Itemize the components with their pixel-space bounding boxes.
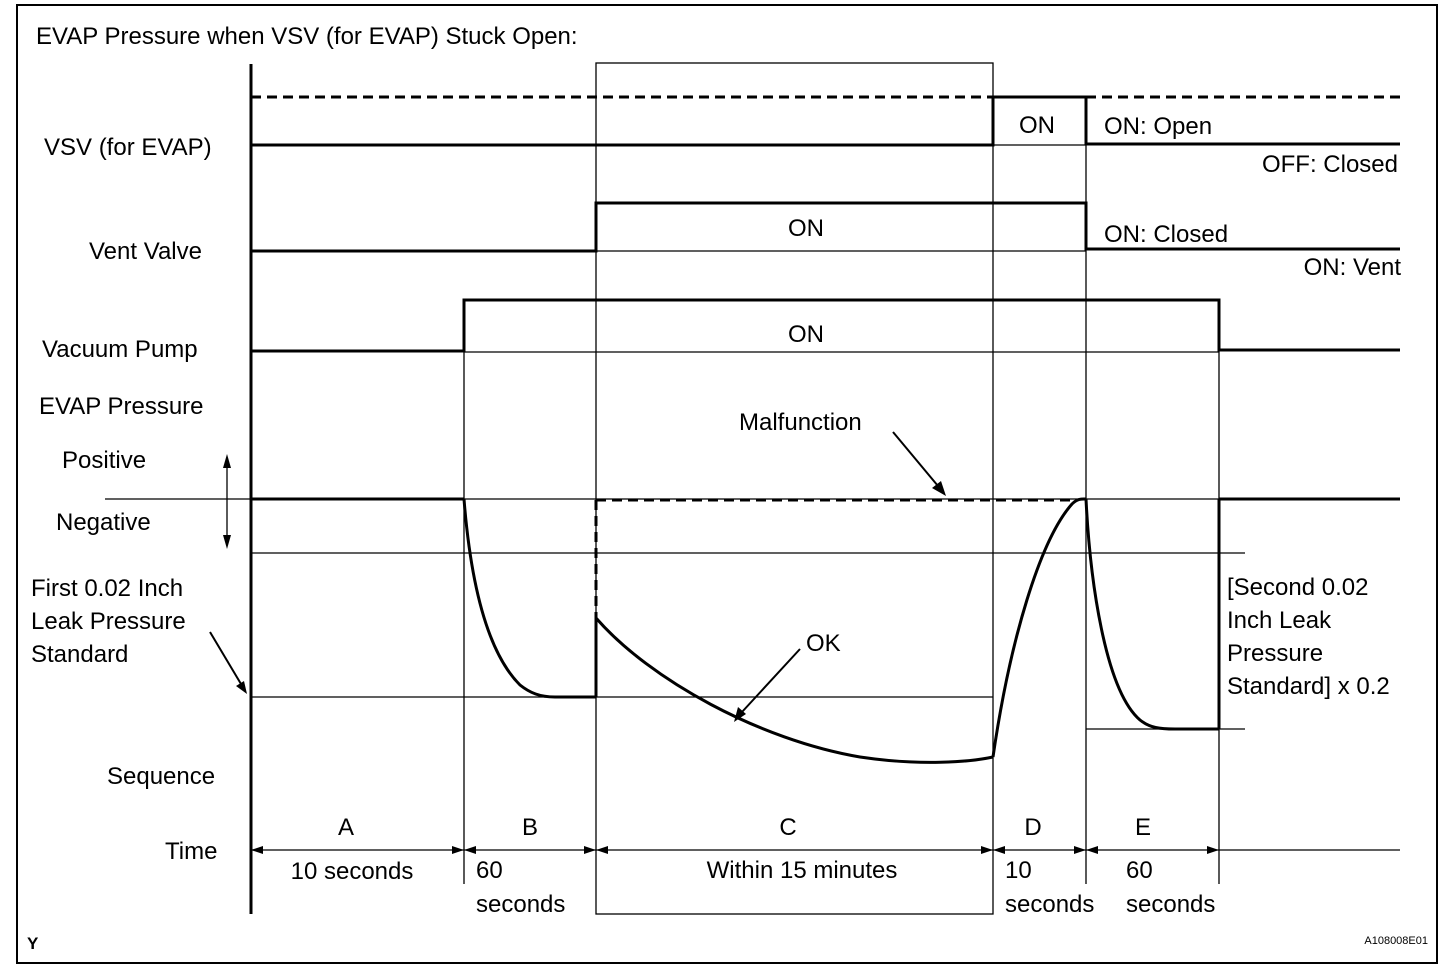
vacuum-pump-on-label: ON bbox=[788, 321, 824, 348]
vacuum-pump-signal bbox=[251, 298, 1400, 353]
pressure-direction-arrow bbox=[223, 454, 231, 549]
malfunction-label: Malfunction bbox=[739, 409, 862, 436]
duration-a: 10 seconds bbox=[291, 858, 414, 885]
vsv-trace bbox=[251, 95, 1400, 147]
evap-pressure-trace bbox=[251, 497, 1400, 764]
duration-d-line1: 10 bbox=[1005, 857, 1032, 884]
vent-valve-row-label: Vent Valve bbox=[89, 238, 202, 265]
sequence-d-label: D bbox=[1024, 814, 1041, 841]
vsv-off-closed-label: OFF: Closed bbox=[1262, 151, 1398, 178]
vent-valve-trace bbox=[251, 201, 1400, 253]
sequence-b-label: B bbox=[522, 814, 538, 841]
sequence-row-label: Sequence bbox=[107, 763, 215, 790]
first-standard-label-2: Leak Pressure bbox=[31, 608, 186, 635]
diagram-title: EVAP Pressure when VSV (for EVAP) Stuck … bbox=[36, 23, 578, 50]
vent-valve-signal bbox=[251, 201, 1400, 253]
ok-pointer bbox=[734, 648, 801, 722]
vent-on-closed-label: ON: Closed bbox=[1104, 221, 1228, 248]
second-standard-label-1: [Second 0.02 bbox=[1227, 574, 1368, 601]
interval-arrows bbox=[251, 846, 1219, 854]
vent-on-vent-label: ON: Vent bbox=[1304, 254, 1402, 281]
duration-d-line2: seconds bbox=[1005, 891, 1094, 918]
positive-label: Positive bbox=[62, 447, 146, 474]
vacuum-pump-row-label: Vacuum Pump bbox=[42, 336, 198, 363]
sequence-c-label: C bbox=[779, 814, 796, 841]
vsv-on-open-label: ON: Open bbox=[1104, 113, 1212, 140]
time-row-label: Time bbox=[165, 838, 217, 865]
negative-label: Negative bbox=[56, 509, 151, 536]
second-standard-label-3: Pressure bbox=[1227, 640, 1323, 667]
evap-pressure-row-label: EVAP Pressure bbox=[39, 393, 204, 420]
duration-e-line1: 60 bbox=[1126, 857, 1153, 884]
ok-label: OK bbox=[806, 630, 841, 657]
duration-b-line2: seconds bbox=[476, 891, 565, 918]
phase-c-box bbox=[595, 62, 994, 915]
second-standard-label-4: Standard] x 0.2 bbox=[1227, 673, 1390, 700]
duration-c: Within 15 minutes bbox=[707, 857, 898, 884]
first-standard-pointer bbox=[209, 631, 247, 694]
corner-mark: Y bbox=[27, 934, 39, 953]
sequence-e-label: E bbox=[1135, 814, 1151, 841]
vent-valve-on-label: ON bbox=[788, 215, 824, 242]
vsv-on-label: ON bbox=[1019, 112, 1055, 139]
duration-b-line1: 60 bbox=[476, 857, 503, 884]
first-standard-label-3: Standard bbox=[31, 641, 128, 668]
first-standard-label-1: First 0.02 Inch bbox=[31, 575, 183, 602]
vsv-row-label: VSV (for EVAP) bbox=[44, 134, 212, 161]
ok-curve bbox=[594, 617, 994, 764]
second-standard-label-2: Inch Leak bbox=[1227, 607, 1332, 634]
vsv-signal bbox=[251, 95, 1400, 147]
sequence-a-label: A bbox=[338, 814, 354, 841]
figure-frame bbox=[16, 4, 1438, 964]
duration-e-line2: seconds bbox=[1126, 891, 1215, 918]
malfunction-pointer bbox=[892, 431, 946, 496]
figure-code: A108008E01 bbox=[1364, 935, 1428, 947]
vacuum-pump-trace bbox=[251, 298, 1400, 353]
